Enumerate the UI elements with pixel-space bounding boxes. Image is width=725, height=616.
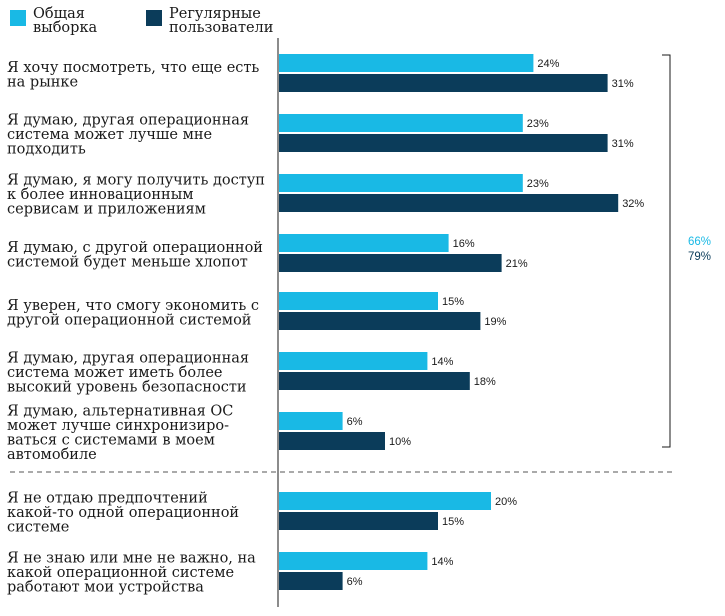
bar-regular xyxy=(279,194,619,212)
category-label-line: какой операционной системе xyxy=(7,565,234,581)
category-label: Я не отдаю предпочтений какой-то одной оп… xyxy=(7,491,239,536)
bar-regular xyxy=(279,432,385,450)
bar-regular xyxy=(279,512,438,530)
category-label-line: Я думаю, другая операционная xyxy=(7,113,249,129)
data-label-general: 20% xyxy=(495,496,517,508)
category-label: Я уверен, что смогу экономить с другой оп… xyxy=(7,298,259,329)
legend-label-regular-line: Регулярные xyxy=(169,6,261,22)
category-label-line: автомобиле xyxy=(7,447,97,463)
category-label: Я думаю, альтернативная ОС может лучше си… xyxy=(7,403,233,463)
category-label-line: Я уверен, что смогу экономить с xyxy=(7,298,259,314)
data-label-general: 23% xyxy=(527,178,549,190)
category-label-line: другой операционной системой xyxy=(7,312,251,328)
bar-regular xyxy=(279,74,608,92)
data-label-general: 23% xyxy=(527,118,549,130)
category-label: Я не знаю или мне не важно, на какой опер… xyxy=(7,551,256,596)
bracket-total-general: 66% xyxy=(688,236,711,248)
bar-regular xyxy=(279,254,502,272)
category-label-line: Я думаю, с другой операционной xyxy=(7,240,263,256)
data-label-regular: 31% xyxy=(612,78,634,90)
category-label-line: Я не знаю или мне не важно, на xyxy=(7,551,256,567)
data-label-regular: 21% xyxy=(506,258,528,270)
data-label-regular: 6% xyxy=(347,576,363,588)
category-label-line: системой будет меньше хлопот xyxy=(7,254,248,270)
data-label-regular: 19% xyxy=(484,316,506,328)
category-label: Я хочу посмотреть, что еще есть на рынке xyxy=(7,60,259,91)
bar-regular xyxy=(279,572,343,590)
category-label-line: какой-то одной операционной xyxy=(7,505,239,521)
category-label: Я думаю, другая операционная система може… xyxy=(7,113,249,158)
bar-regular xyxy=(279,312,481,330)
data-label-regular: 31% xyxy=(612,138,634,150)
category-label-line: высокий уровень безопасности xyxy=(7,380,247,396)
group-bracket xyxy=(662,54,671,448)
category-label-line: Я думаю, другая операционная xyxy=(7,351,249,367)
bar-general xyxy=(279,114,523,132)
category-label-line: системе xyxy=(7,520,69,536)
legend-swatch-general xyxy=(10,10,26,26)
data-label-general: 24% xyxy=(537,58,559,70)
data-label-regular: 15% xyxy=(442,516,464,528)
category-label-line: Я думаю, я могу получить доступ xyxy=(7,173,265,189)
bar-regular xyxy=(279,372,470,390)
bracket-total-regular: 79% xyxy=(688,251,711,263)
legend-label-regular: Регулярные пользователи xyxy=(169,6,273,36)
category-label-line: может лучше синхронизиро- xyxy=(7,418,229,434)
data-label-general: 16% xyxy=(453,238,475,250)
category-label-line: Я не отдаю предпочтений xyxy=(7,491,208,507)
data-label-regular: 18% xyxy=(474,376,496,388)
legend-label-regular-line: пользователи xyxy=(169,20,273,36)
bar-regular xyxy=(279,134,608,152)
category-label-line: подходить xyxy=(7,142,86,158)
category-label-line: система может иметь более xyxy=(7,365,222,381)
category-label-line: работают мои устройства xyxy=(7,580,204,596)
data-label-general: 14% xyxy=(431,356,453,368)
category-label: Я думаю, другая операционная система може… xyxy=(7,351,249,396)
legend-label-general-line: выборка xyxy=(33,20,98,36)
category-label-line: на рынке xyxy=(7,74,78,90)
data-label-regular: 32% xyxy=(622,198,644,210)
bar-general xyxy=(279,492,491,510)
category-label-line: ваться с системами в моем xyxy=(7,432,215,448)
category-label-line: сервисам и приложениям xyxy=(7,202,206,218)
bar-general xyxy=(279,292,438,310)
bar-general xyxy=(279,234,449,252)
category-label-line: Я думаю, альтернативная ОС xyxy=(7,403,233,419)
legend-label-general: Общая выборка xyxy=(33,6,98,36)
category-label: Я думаю, я могу получить доступ к более и… xyxy=(7,173,265,218)
category-label-line: к более инновационным xyxy=(7,187,194,203)
category-label: Я думаю, с другой операционной системой б… xyxy=(7,240,263,271)
legend-label-general-line: Общая xyxy=(33,6,85,22)
bar-general xyxy=(279,552,428,570)
category-label-line: система может лучше мне xyxy=(7,127,212,143)
bar-general xyxy=(279,412,343,430)
bar-general xyxy=(279,352,428,370)
data-label-general: 6% xyxy=(347,416,363,428)
category-label-line: Я хочу посмотреть, что еще есть xyxy=(7,60,259,76)
data-label-general: 15% xyxy=(442,296,464,308)
data-label-general: 14% xyxy=(431,556,453,568)
data-label-regular: 10% xyxy=(389,436,411,448)
bar-general xyxy=(279,54,534,72)
bar-general xyxy=(279,174,523,192)
legend-swatch-regular xyxy=(146,10,162,26)
